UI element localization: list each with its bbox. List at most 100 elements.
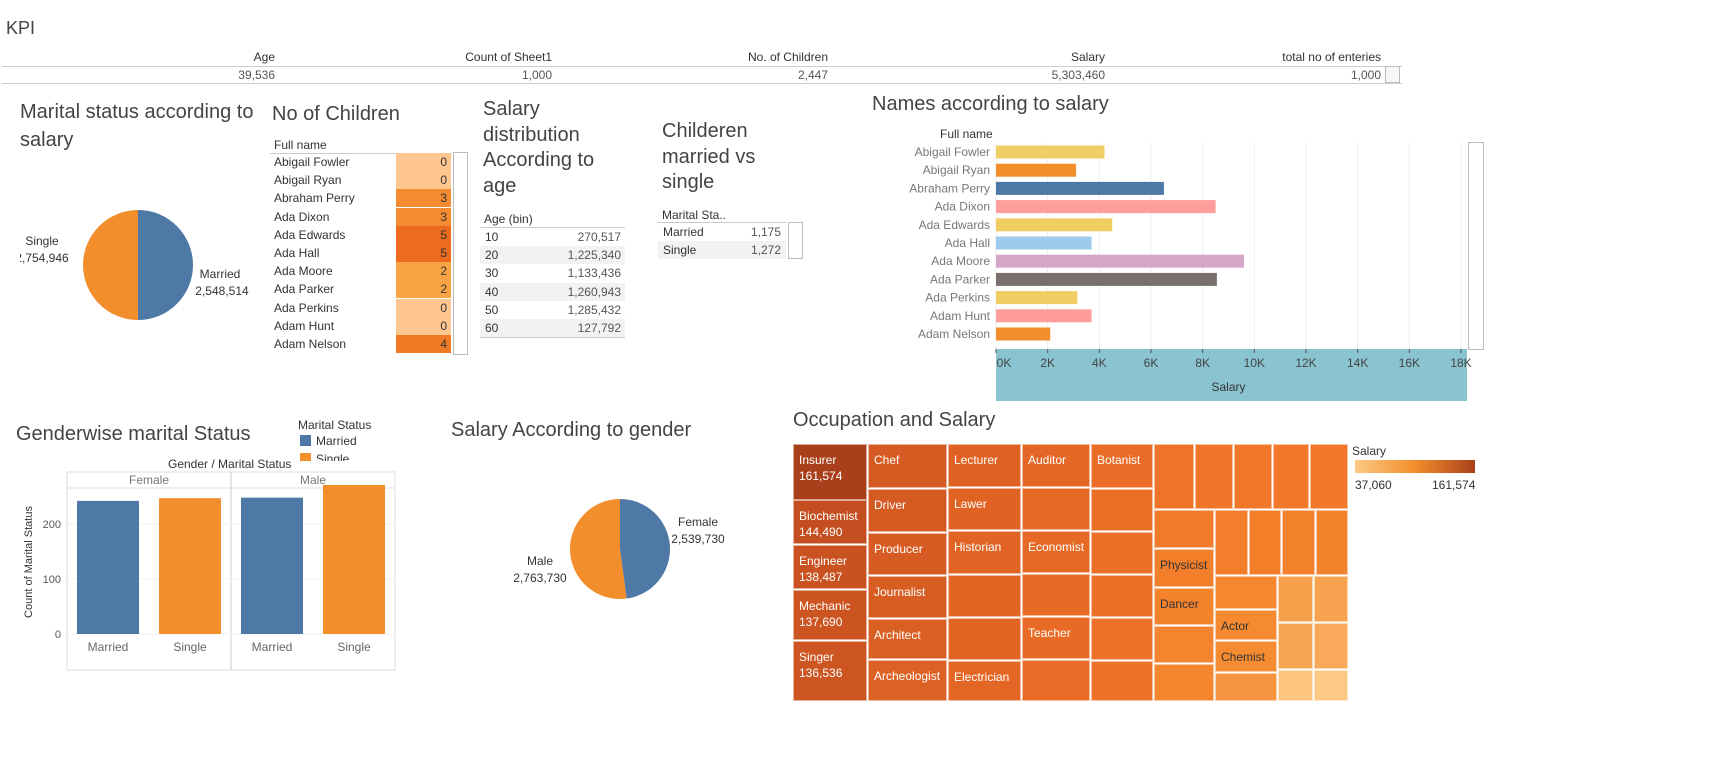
gender-bar[interactable]: [159, 498, 221, 634]
children-marital-row[interactable]: [658, 223, 786, 241]
treemap-cell[interactable]: [1091, 618, 1153, 660]
pie-slice-single[interactable]: [83, 210, 138, 320]
children-row-cell[interactable]: [396, 171, 451, 190]
treemap-cell[interactable]: [1314, 670, 1348, 701]
treemap-cell-journalist[interactable]: Journalist: [868, 576, 947, 618]
salary-age-row[interactable]: [480, 319, 625, 337]
names-bar[interactable]: [996, 254, 1244, 268]
children-row-cell[interactable]: [396, 316, 451, 335]
salary-age-row[interactable]: [480, 282, 625, 301]
kpi-scrollbar[interactable]: [1385, 66, 1400, 83]
treemap-cell-engineer[interactable]: Engineer 138,487: [793, 545, 867, 589]
names-bar[interactable]: [996, 309, 1092, 323]
treemap-cell[interactable]: [1154, 664, 1214, 701]
treemap-cell-biochemist[interactable]: Biochemist 144,490: [793, 500, 867, 544]
treemap-cell[interactable]: [1278, 670, 1313, 701]
treemap-cell-dancer[interactable]: Dancer: [1154, 588, 1214, 625]
names-bar-label: Ada Moore: [931, 254, 990, 268]
treemap-cell-lawer[interactable]: Lawer: [948, 488, 1021, 530]
treemap-cell[interactable]: [948, 618, 1021, 660]
children-row-cell[interactable]: [396, 244, 451, 262]
treemap-cell[interactable]: [1091, 489, 1153, 531]
treemap-cell[interactable]: [1195, 444, 1233, 509]
pie-value-married: 2,548,514: [195, 284, 249, 298]
salary-age-row[interactable]: [480, 228, 625, 246]
treemap-cell-physicist[interactable]: Physicist: [1154, 549, 1214, 587]
children-row-cell[interactable]: [396, 335, 451, 353]
treemap-cell-archeologist[interactable]: Archeologist: [868, 660, 947, 701]
treemap-cell-historian[interactable]: Historian: [948, 531, 1021, 574]
salary-age-row[interactable]: [480, 246, 625, 265]
treemap-cell[interactable]: [948, 575, 1021, 617]
treemap-cell[interactable]: [1314, 623, 1348, 669]
children-row-cell[interactable]: [396, 262, 451, 281]
children-row-cell[interactable]: [396, 225, 451, 244]
treemap-cell-electrician[interactable]: Electrician: [948, 661, 1021, 701]
gender-bar[interactable]: [77, 500, 139, 634]
treemap-cell-mechanic[interactable]: Mechanic 137,690: [793, 590, 867, 640]
treemap-cell[interactable]: [1022, 488, 1090, 530]
treemap-cell-architect[interactable]: Architect: [868, 619, 947, 659]
treemap-cell-auditor[interactable]: Auditor: [1022, 444, 1090, 487]
treemap-cell[interactable]: [1022, 660, 1090, 701]
gender-pie-slice[interactable]: [570, 499, 627, 599]
treemap-cell[interactable]: [1314, 576, 1348, 622]
children-marital-row[interactable]: [658, 241, 786, 259]
treemap-cell[interactable]: [1215, 510, 1248, 575]
children-scrollbar[interactable]: [453, 152, 468, 355]
treemap-cell-actor[interactable]: Actor: [1215, 610, 1277, 640]
names-bar[interactable]: [996, 163, 1077, 177]
treemap-cell[interactable]: [1249, 510, 1281, 575]
treemap-cell[interactable]: [1022, 574, 1090, 616]
pie-slice-married[interactable]: [138, 210, 194, 320]
children-row-name: Ada Hall: [274, 246, 320, 260]
treemap-cell[interactable]: [1234, 444, 1272, 509]
children-row-cell[interactable]: [396, 298, 451, 317]
treemap-cell[interactable]: [1091, 532, 1153, 574]
treemap-cell[interactable]: [1273, 444, 1309, 509]
treemap-cell[interactable]: [1091, 575, 1153, 617]
treemap-cell-singer[interactable]: Singer 136,536: [793, 641, 867, 701]
children-row-cell[interactable]: [396, 280, 451, 299]
children-row-cell[interactable]: [396, 189, 451, 208]
gender-bar[interactable]: [323, 484, 385, 634]
names-bar[interactable]: [996, 181, 1164, 195]
treemap-cell-chef[interactable]: Chef: [868, 444, 947, 488]
treemap-cell[interactable]: [1310, 444, 1348, 509]
gender-bar[interactable]: [241, 497, 303, 634]
treemap-cell[interactable]: [1154, 444, 1194, 509]
children-row-cell[interactable]: [396, 153, 451, 171]
names-bar[interactable]: [996, 200, 1216, 214]
treemap-cell-economist[interactable]: Economist: [1022, 531, 1090, 573]
treemap-cell[interactable]: [1282, 510, 1315, 575]
treemap-cell[interactable]: [1091, 661, 1153, 701]
treemap-cell[interactable]: [1154, 626, 1214, 663]
treemap-cell-botanist[interactable]: Botanist: [1091, 444, 1153, 488]
treemap-cell-chemist[interactable]: Chemist: [1215, 641, 1277, 672]
names-bar[interactable]: [996, 327, 1051, 341]
names-bar[interactable]: [996, 218, 1113, 232]
salary-age-row[interactable]: [480, 300, 625, 319]
children-row-value: 5: [440, 227, 447, 242]
treemap-cell[interactable]: [1215, 673, 1277, 701]
treemap-cell[interactable]: [1278, 576, 1313, 622]
names-bar[interactable]: [996, 272, 1217, 286]
treemap-cell-insurer[interactable]: Insurer 161,574: [793, 444, 867, 500]
names-bar[interactable]: [996, 145, 1105, 159]
names-bar[interactable]: [996, 236, 1092, 250]
gender-pie-slice[interactable]: [620, 499, 670, 599]
children-row-cell[interactable]: [396, 207, 451, 226]
treemap-cell[interactable]: [1278, 623, 1313, 669]
treemap-cell[interactable]: [1154, 510, 1214, 548]
names-scrollbar[interactable]: [1468, 142, 1484, 350]
treemap-cell[interactable]: [1215, 576, 1277, 609]
treemap-cell[interactable]: [1316, 510, 1348, 575]
names-bar[interactable]: [996, 291, 1078, 305]
treemap-cell-teacher[interactable]: Teacher: [1022, 617, 1090, 659]
children-marital-scrollbar[interactable]: [788, 222, 803, 259]
salary-age-row[interactable]: [480, 264, 625, 283]
kpi-divider: [2, 66, 1402, 67]
treemap-cell-lecturer[interactable]: Lecturer: [948, 444, 1021, 487]
treemap-cell-producer[interactable]: Producer: [868, 533, 947, 575]
treemap-cell-driver[interactable]: Driver: [868, 489, 947, 532]
